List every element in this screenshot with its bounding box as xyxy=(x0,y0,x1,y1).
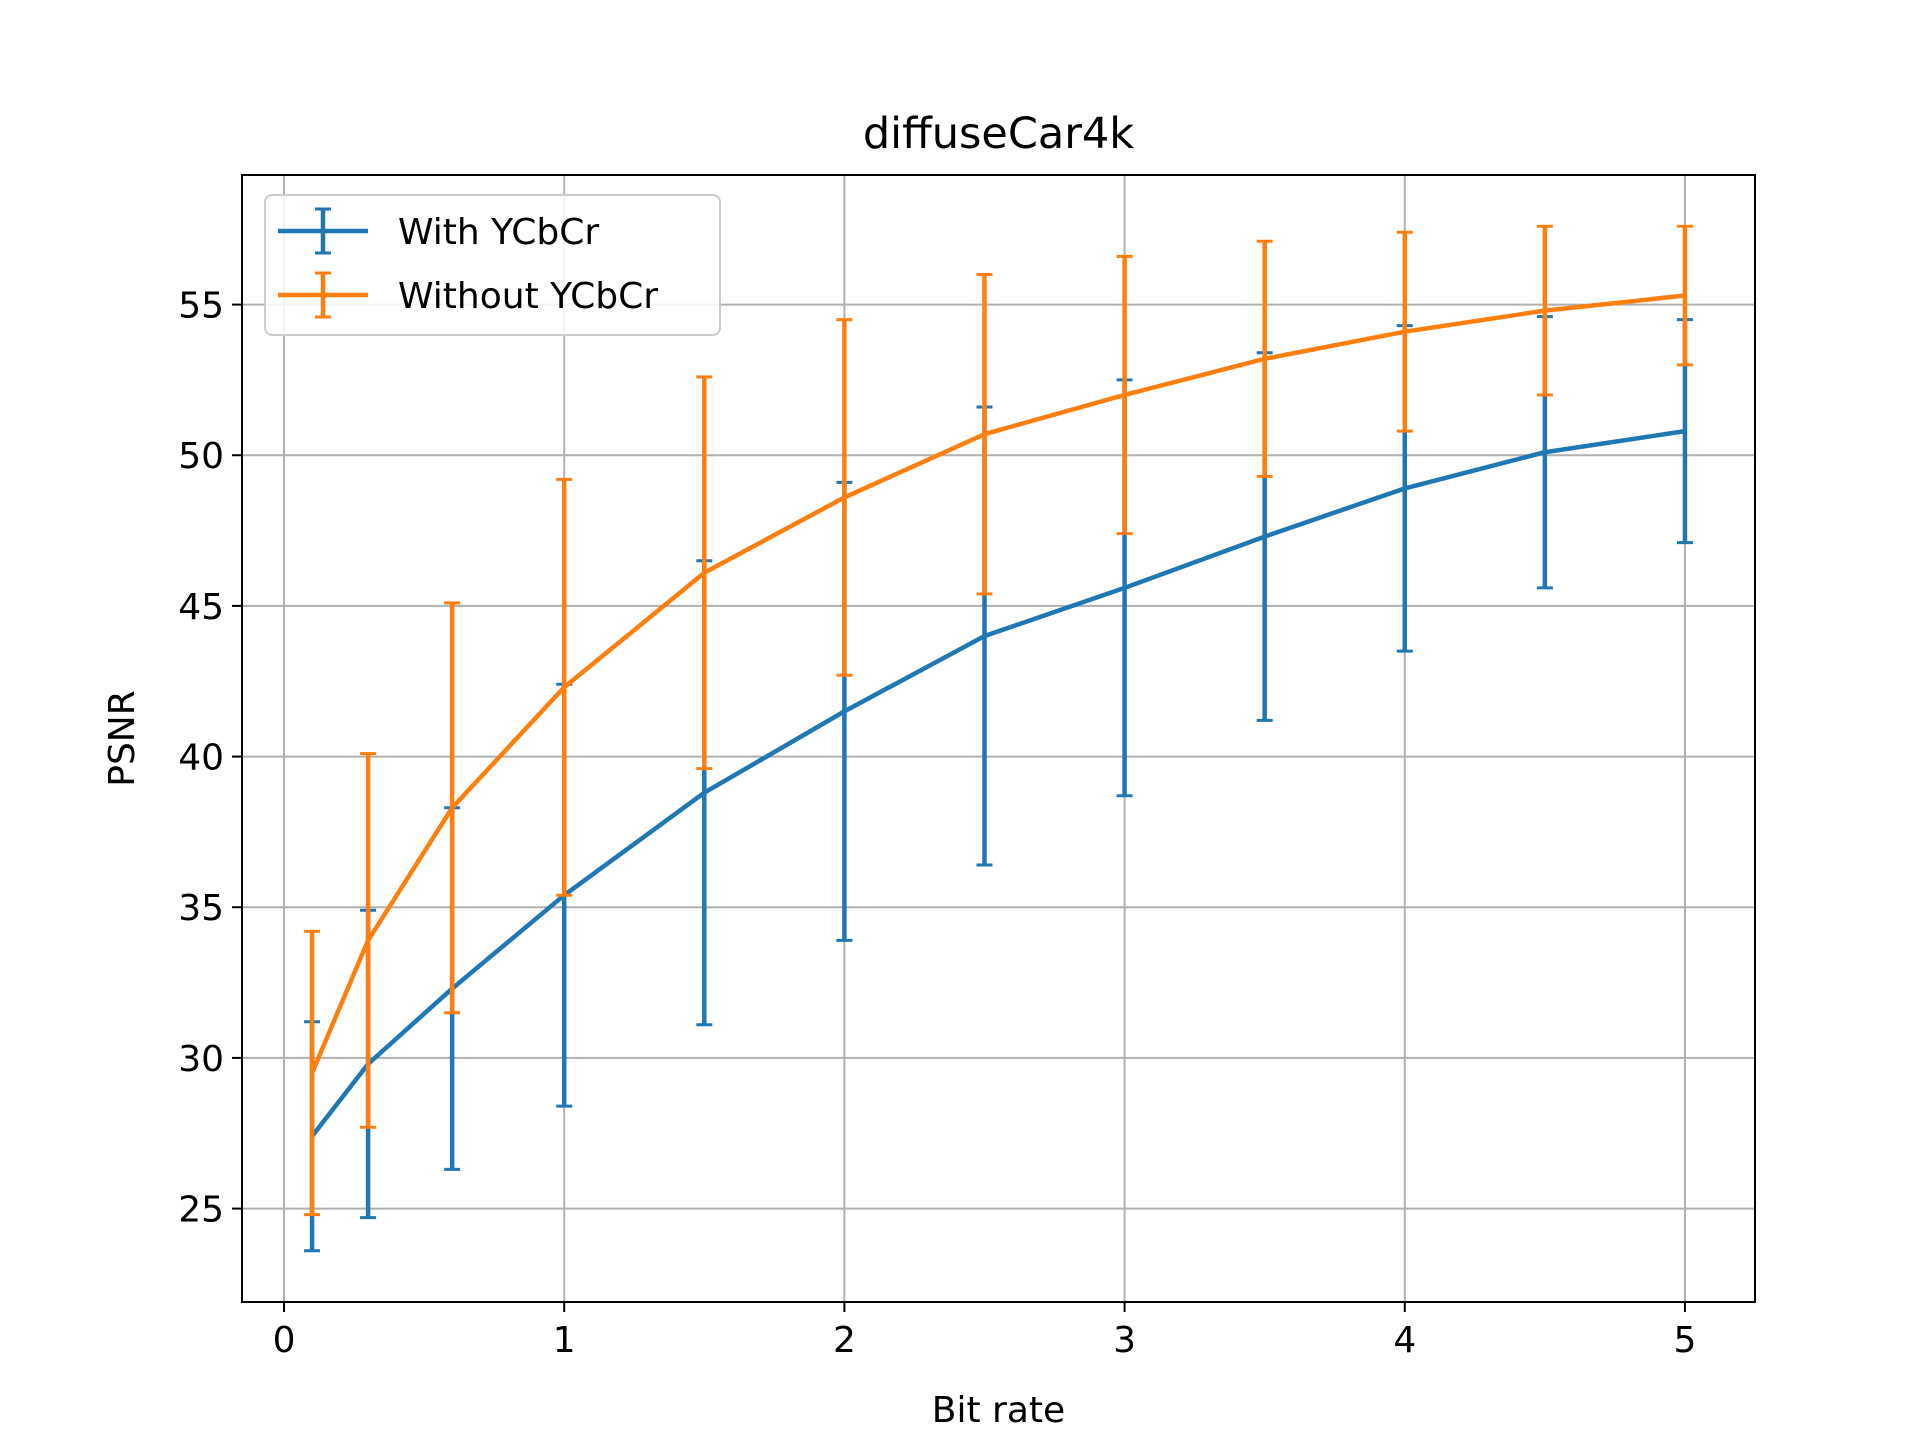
chart-title: diffuseCar4k xyxy=(863,109,1134,159)
x-tick-label: 1 xyxy=(553,1320,576,1361)
y-tick-label: 40 xyxy=(178,738,224,779)
legend-label: With YCbCr xyxy=(398,212,599,253)
x-tick-label: 5 xyxy=(1674,1320,1697,1361)
x-tick-label: 3 xyxy=(1113,1320,1136,1361)
y-tick-label: 30 xyxy=(178,1039,224,1080)
x-tick-label: 0 xyxy=(273,1320,296,1361)
y-tick-label: 55 xyxy=(178,286,224,327)
x-axis-label: Bit rate xyxy=(932,1390,1065,1431)
x-tick-label: 4 xyxy=(1393,1320,1416,1361)
y-axis-label: PSNR xyxy=(102,690,143,787)
legend: With YCbCr Without YCbCr xyxy=(265,195,720,335)
y-tick-label: 45 xyxy=(178,587,224,628)
y-tick-label: 35 xyxy=(178,888,224,929)
y-tick-label: 50 xyxy=(178,436,224,477)
y-tick-label: 25 xyxy=(178,1190,224,1231)
legend-label: Without YCbCr xyxy=(398,276,658,317)
x-tick-label: 2 xyxy=(833,1320,856,1361)
